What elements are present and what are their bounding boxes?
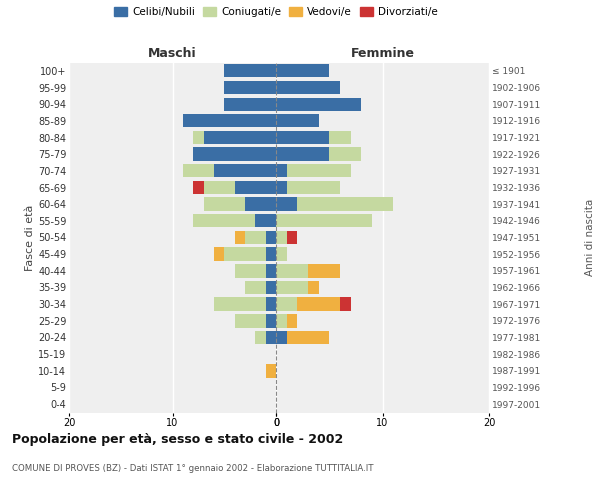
- Bar: [193, 214, 256, 228]
- Bar: [266, 331, 276, 344]
- Bar: [193, 131, 203, 144]
- Bar: [256, 214, 276, 228]
- Bar: [287, 231, 297, 244]
- Bar: [256, 331, 266, 344]
- Bar: [245, 231, 266, 244]
- Bar: [224, 81, 276, 94]
- Bar: [308, 264, 340, 278]
- Bar: [193, 148, 276, 161]
- Bar: [224, 64, 276, 78]
- Bar: [266, 264, 276, 278]
- Bar: [276, 314, 287, 328]
- Bar: [276, 198, 298, 211]
- Bar: [266, 298, 276, 311]
- Bar: [276, 148, 329, 161]
- Bar: [203, 198, 245, 211]
- Bar: [329, 131, 350, 144]
- Bar: [276, 331, 287, 344]
- Bar: [276, 281, 308, 294]
- Bar: [287, 314, 297, 328]
- Bar: [266, 364, 276, 378]
- Bar: [287, 331, 329, 344]
- Bar: [340, 298, 350, 311]
- Bar: [235, 314, 266, 328]
- Bar: [276, 114, 319, 128]
- Bar: [214, 164, 276, 177]
- Bar: [266, 314, 276, 328]
- Bar: [193, 181, 203, 194]
- Text: Popolazione per età, sesso e stato civile - 2002: Popolazione per età, sesso e stato civil…: [12, 432, 343, 446]
- Bar: [276, 64, 329, 78]
- Bar: [329, 148, 361, 161]
- Bar: [183, 114, 276, 128]
- Bar: [276, 231, 287, 244]
- Text: Anni di nascita: Anni di nascita: [585, 199, 595, 276]
- Bar: [287, 164, 350, 177]
- Bar: [224, 248, 266, 261]
- Bar: [245, 198, 276, 211]
- Bar: [245, 281, 266, 294]
- Bar: [287, 181, 340, 194]
- Bar: [203, 181, 235, 194]
- Legend: Celibi/Nubili, Coniugati/e, Vedovi/e, Divorziati/e: Celibi/Nubili, Coniugati/e, Vedovi/e, Di…: [110, 2, 442, 21]
- Bar: [235, 231, 245, 244]
- Bar: [276, 98, 361, 111]
- Bar: [298, 198, 393, 211]
- Bar: [235, 181, 276, 194]
- Title: Femmine: Femmine: [350, 47, 415, 60]
- Bar: [214, 298, 266, 311]
- Bar: [266, 281, 276, 294]
- Bar: [298, 298, 340, 311]
- Bar: [276, 214, 372, 228]
- Bar: [276, 248, 287, 261]
- Bar: [235, 264, 266, 278]
- Bar: [276, 81, 340, 94]
- Text: COMUNE DI PROVES (BZ) - Dati ISTAT 1° gennaio 2002 - Elaborazione TUTTITALIA.IT: COMUNE DI PROVES (BZ) - Dati ISTAT 1° ge…: [12, 464, 373, 473]
- Bar: [183, 164, 214, 177]
- Title: Maschi: Maschi: [148, 47, 197, 60]
- Bar: [224, 98, 276, 111]
- Bar: [266, 231, 276, 244]
- Bar: [203, 131, 276, 144]
- Bar: [276, 298, 298, 311]
- Bar: [276, 264, 308, 278]
- Y-axis label: Fasce di età: Fasce di età: [25, 204, 35, 270]
- Bar: [276, 164, 287, 177]
- Bar: [266, 248, 276, 261]
- Bar: [308, 281, 319, 294]
- Bar: [214, 248, 224, 261]
- Bar: [276, 131, 329, 144]
- Bar: [276, 181, 287, 194]
